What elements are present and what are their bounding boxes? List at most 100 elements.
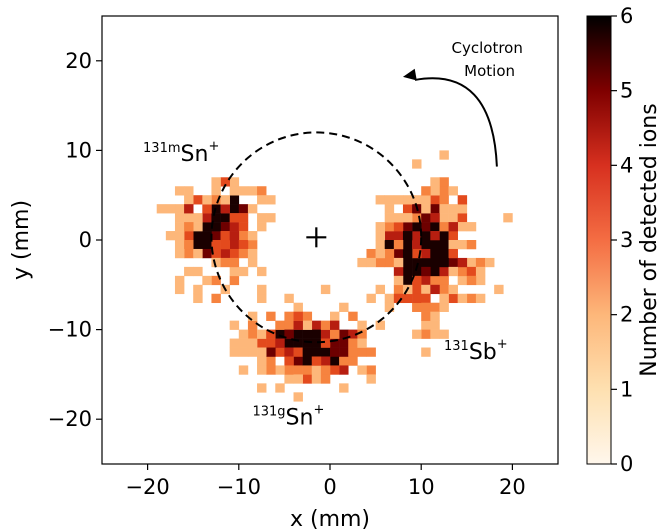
heatmap-bin — [475, 257, 486, 268]
heatmap-bin — [339, 356, 349, 366]
heatmap-bin — [293, 320, 303, 330]
heatmap-bin — [275, 365, 285, 375]
heatmap-bin — [311, 365, 322, 375]
heatmap-bin — [302, 374, 313, 384]
heatmap-bin — [421, 311, 431, 321]
x-tick-label: 0 — [323, 475, 336, 499]
colorbar-tick-label: 1 — [620, 377, 633, 401]
heatmap-bin — [330, 320, 340, 330]
heatmap-bin — [384, 222, 395, 232]
heatmap-bin — [238, 248, 249, 259]
heatmap-bin — [393, 222, 404, 232]
heatmap-bin — [302, 365, 313, 375]
heatmap-bin — [494, 284, 504, 295]
ion-labels: 131mSn+131Sb+131gSn+ — [143, 139, 508, 430]
heatmap-bin — [393, 231, 404, 241]
heatmap-bin — [339, 365, 349, 375]
heatmap-bin — [330, 356, 340, 366]
heatmap-bin — [348, 347, 358, 357]
heatmap-bin — [247, 320, 258, 330]
heatmap-bin — [448, 231, 458, 241]
heatmap-bin — [402, 213, 413, 223]
cyclotron-motion-annotation: Cyclotron Motion — [452, 39, 528, 80]
colorbar-tick-label: 2 — [620, 303, 633, 327]
heatmap-bin — [457, 222, 468, 232]
heatmap-bin — [202, 248, 212, 259]
heatmap-bin — [174, 231, 185, 241]
heatmap-bin — [257, 347, 267, 357]
heatmap-bin — [302, 338, 313, 348]
heatmap-bin — [247, 329, 258, 339]
heatmap-bin — [184, 195, 194, 205]
heatmap-bin — [266, 347, 276, 357]
heatmap-bin — [366, 347, 376, 357]
heatmap-bin — [430, 275, 440, 286]
heatmap-bin — [402, 231, 413, 241]
heatmap-bin — [430, 204, 440, 214]
heatmap-bin — [412, 231, 422, 241]
colorbar-label: Number of detected ions — [637, 103, 661, 376]
heatmap-bin — [174, 275, 185, 286]
heatmap-bin — [384, 204, 395, 214]
heatmap-bin — [211, 195, 221, 205]
heatmap-bin — [229, 347, 240, 357]
heatmap-bin — [384, 240, 395, 250]
heatmap-bin — [211, 240, 221, 250]
heatmap-bin — [202, 213, 212, 223]
heatmap-bin — [229, 338, 240, 348]
heatmap-bin — [330, 365, 340, 375]
heatmap-bin — [311, 329, 322, 339]
heatmap-bin — [211, 222, 221, 232]
ion-label: 131gSn+ — [252, 403, 324, 431]
heatmap-bin — [466, 257, 477, 268]
heatmap-bin — [421, 293, 431, 304]
heatmap-bin — [229, 320, 240, 330]
heatmap-bin — [320, 347, 331, 357]
heatmap-bin — [293, 374, 303, 384]
heatmap-bin — [412, 293, 422, 304]
heatmap-bin — [466, 293, 477, 304]
element-symbol: Sn — [286, 406, 314, 431]
heatmap-bin — [430, 284, 440, 295]
heatmap-bin — [238, 240, 249, 250]
heatmap-bin — [257, 266, 267, 277]
heatmap-bin — [439, 257, 449, 268]
element-symbol: Sn — [181, 142, 209, 167]
heatmap-bin — [375, 320, 386, 330]
heatmap-bin — [211, 177, 221, 187]
heatmap-bin — [156, 204, 167, 214]
heatmap-bin — [220, 248, 230, 259]
heatmap-bin — [439, 204, 449, 214]
heatmap-bin — [421, 222, 431, 232]
heatmap-bin — [439, 240, 449, 250]
center-marker — [306, 227, 327, 248]
charge: + — [497, 337, 508, 352]
charge: + — [313, 403, 324, 418]
y-tick-label: −10 — [48, 318, 92, 342]
heatmap-bin — [421, 204, 431, 214]
heatmap-bin — [184, 213, 194, 223]
heatmap-bin — [384, 257, 395, 268]
heatmap-bin — [448, 222, 458, 232]
heatmap-bin — [448, 293, 458, 304]
heatmap-bin — [266, 329, 276, 339]
heatmap-bin — [421, 213, 431, 223]
isotope-mass: 131m — [143, 141, 180, 156]
heatmap-bin — [220, 213, 230, 223]
heatmap-bin — [320, 320, 331, 330]
heatmap-bin — [393, 293, 404, 304]
heatmap-bin — [393, 275, 404, 286]
heatmap-bin — [366, 365, 376, 375]
heatmap-bin — [238, 338, 249, 348]
heatmap-bin — [421, 257, 431, 268]
heatmap-bin — [247, 248, 258, 259]
heatmap-bin — [430, 195, 440, 205]
heatmap-bin — [302, 356, 313, 366]
heatmap-bin — [457, 266, 468, 277]
heatmap-bin — [439, 284, 449, 295]
heatmap-bin — [284, 347, 294, 357]
heatmap-bin — [284, 338, 294, 348]
colorbar-tick-label: 0 — [620, 452, 633, 476]
charge: + — [208, 139, 219, 154]
heatmap-bin — [384, 302, 395, 312]
